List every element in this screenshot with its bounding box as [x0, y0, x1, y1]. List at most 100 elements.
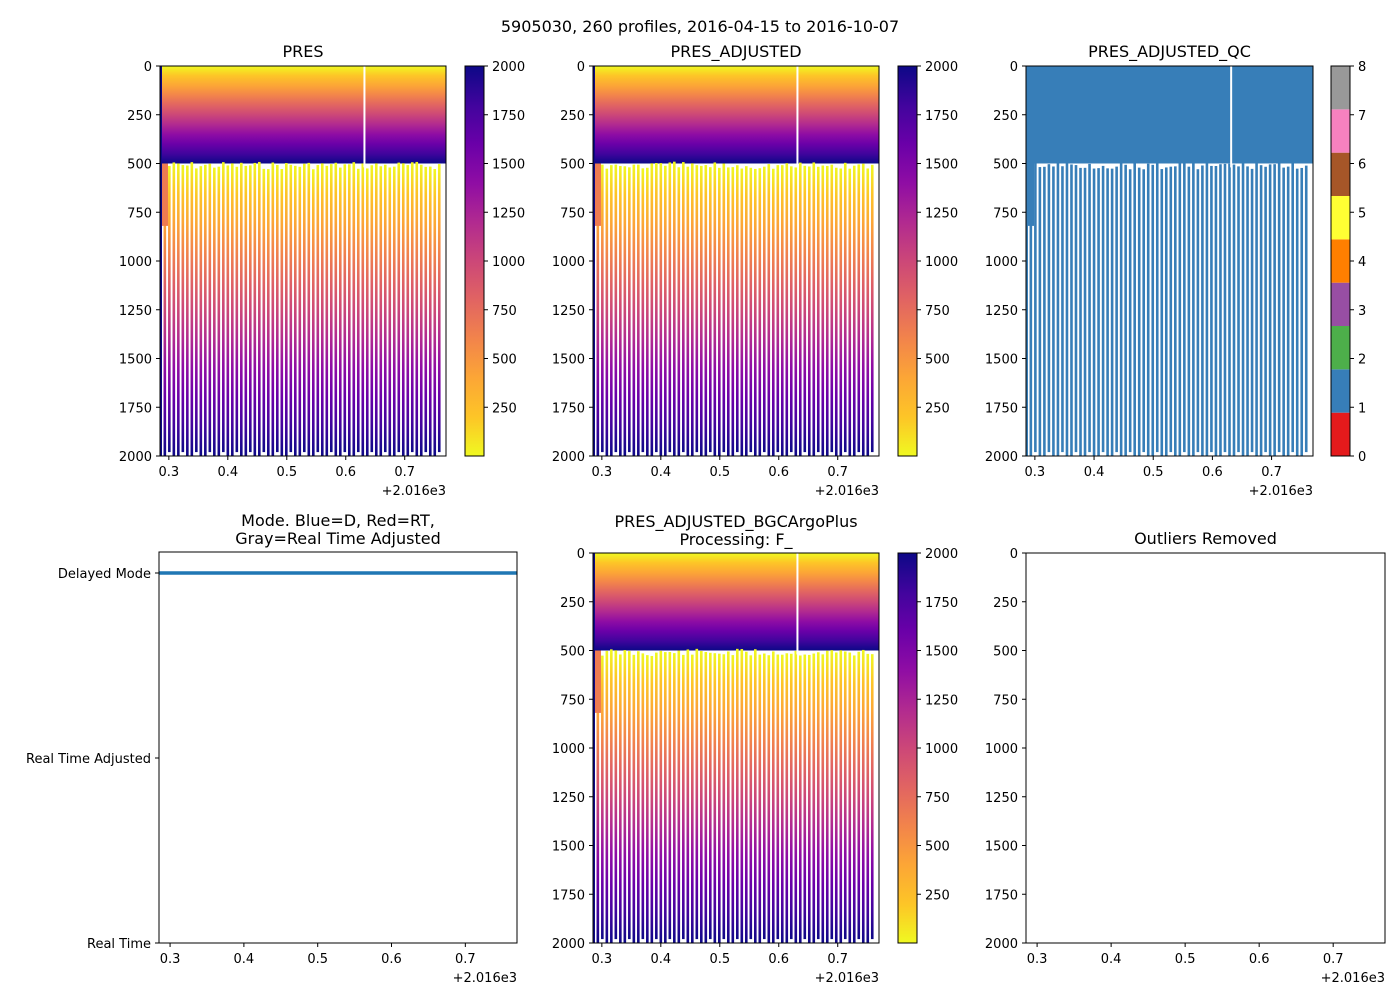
profile-bar — [830, 164, 834, 453]
profile-bar — [271, 162, 275, 457]
colorbar-tick-label: 2000 — [925, 547, 958, 562]
data-gap — [1230, 66, 1233, 168]
profile-bar — [338, 167, 342, 456]
colorbar-tick-label: 1 — [1358, 401, 1366, 416]
profile-bar — [637, 164, 640, 457]
profile-bar — [695, 648, 699, 940]
y-tick-label: 250 — [127, 109, 152, 124]
y-tick-label: 2000 — [552, 450, 585, 465]
profile-bar — [329, 164, 333, 453]
profile-bar — [870, 164, 874, 453]
profile-bar — [424, 166, 428, 453]
profile-bar — [1088, 163, 1091, 453]
colorbar-tick-label: 1500 — [925, 158, 958, 173]
y-tick-label: 1250 — [552, 791, 585, 806]
profile-bar — [861, 649, 865, 943]
colorbar-category-swatch — [1331, 152, 1350, 196]
y-tick-label: 0 — [577, 547, 585, 562]
profile-bar — [1300, 167, 1304, 456]
y-tick-label: 1000 — [552, 742, 585, 757]
profile-bar — [410, 162, 414, 453]
profile-bar — [1223, 163, 1227, 453]
profile-bar — [668, 162, 672, 453]
profile-bar — [1137, 167, 1141, 456]
profile-bar-early — [595, 163, 601, 226]
profile-bar — [1106, 168, 1109, 457]
profile-bar — [298, 166, 302, 456]
profile-bar — [1201, 165, 1204, 456]
profile-bar — [655, 652, 658, 940]
axis-title: Mode. Blue=D, Red=RT, — [241, 511, 435, 530]
profile-bar — [650, 163, 654, 456]
profile-bar — [619, 654, 622, 943]
profile-bar — [1282, 167, 1285, 456]
x-tick-label: 0.6 — [1249, 952, 1270, 967]
colorbar-tick-label: 1000 — [925, 742, 958, 757]
profile-bar — [1119, 162, 1123, 456]
profile-bar — [610, 649, 613, 943]
profile-bar — [213, 167, 216, 456]
axis-title: PRES_ADJUSTED_BGCArgoPlus — [614, 512, 857, 532]
profile-bar — [870, 654, 874, 940]
profile-bar — [370, 165, 374, 453]
y-tick-label: 750 — [993, 693, 1018, 708]
x-offset-label: +2.016e3 — [815, 484, 879, 499]
profile-bar — [614, 164, 618, 453]
profile-bar — [311, 169, 315, 456]
profile-bar — [673, 161, 676, 456]
colorbar-tick-label: 500 — [925, 840, 950, 855]
x-tick-label: 0.7 — [827, 465, 848, 480]
profile-bar — [709, 167, 712, 453]
profile-bar — [1070, 164, 1073, 456]
profile-bar — [749, 655, 753, 940]
colorbar-tick-label: 2000 — [925, 60, 958, 75]
profile-bar — [1151, 164, 1155, 456]
profile-bar — [596, 653, 600, 943]
colorbar-category-swatch — [1331, 109, 1350, 153]
profile-bar — [1124, 164, 1127, 456]
profile-bar — [641, 653, 645, 940]
profile-bar — [794, 167, 798, 457]
profile-bar — [1219, 164, 1222, 456]
profile-bar — [682, 162, 685, 453]
profile-bar — [691, 654, 694, 943]
profile-bar — [852, 655, 856, 943]
colorbar-category-swatch — [1331, 326, 1350, 370]
colorbar-tick-label: 1750 — [925, 596, 958, 611]
profile-bar — [172, 162, 176, 457]
profile-bar — [1034, 163, 1037, 453]
profile-bar — [848, 168, 852, 457]
y-tick-label: 750 — [560, 693, 585, 708]
profile-bar — [1192, 162, 1195, 456]
profile-bar — [253, 162, 257, 456]
x-tick-label: 0.6 — [768, 465, 789, 480]
profile-bar — [744, 651, 748, 943]
profile-bar — [1304, 165, 1308, 453]
data-gap — [796, 553, 799, 655]
colorbar-tick-label: 1750 — [925, 109, 958, 124]
colorbar-category-swatch — [1331, 282, 1350, 326]
profile-bar — [812, 162, 816, 456]
colorbar-tick-label: 1000 — [492, 255, 525, 270]
profile-bar — [1169, 166, 1173, 453]
profile-bar — [1047, 164, 1051, 453]
profile-bar — [1273, 164, 1276, 456]
profile-bar-first — [1026, 66, 1028, 456]
profile-bar — [276, 165, 279, 453]
colorbar-tick-label: 8 — [1358, 60, 1366, 75]
y-tick-label: 250 — [993, 109, 1018, 124]
profile-bar — [866, 168, 870, 456]
profile-bar — [704, 651, 708, 943]
y-tick-label: 1000 — [985, 742, 1018, 757]
profile-bar — [361, 163, 365, 456]
axes-frame — [1025, 552, 1386, 944]
profile-bar — [1133, 162, 1136, 456]
y-tick-label: 1250 — [552, 304, 585, 319]
profile-bar — [244, 165, 248, 456]
x-tick-label: 0.6 — [768, 952, 789, 967]
profile-bar — [433, 169, 437, 456]
profile-bar — [1277, 163, 1281, 453]
x-tick-label: 0.3 — [592, 952, 613, 967]
profile-bar — [641, 168, 645, 453]
